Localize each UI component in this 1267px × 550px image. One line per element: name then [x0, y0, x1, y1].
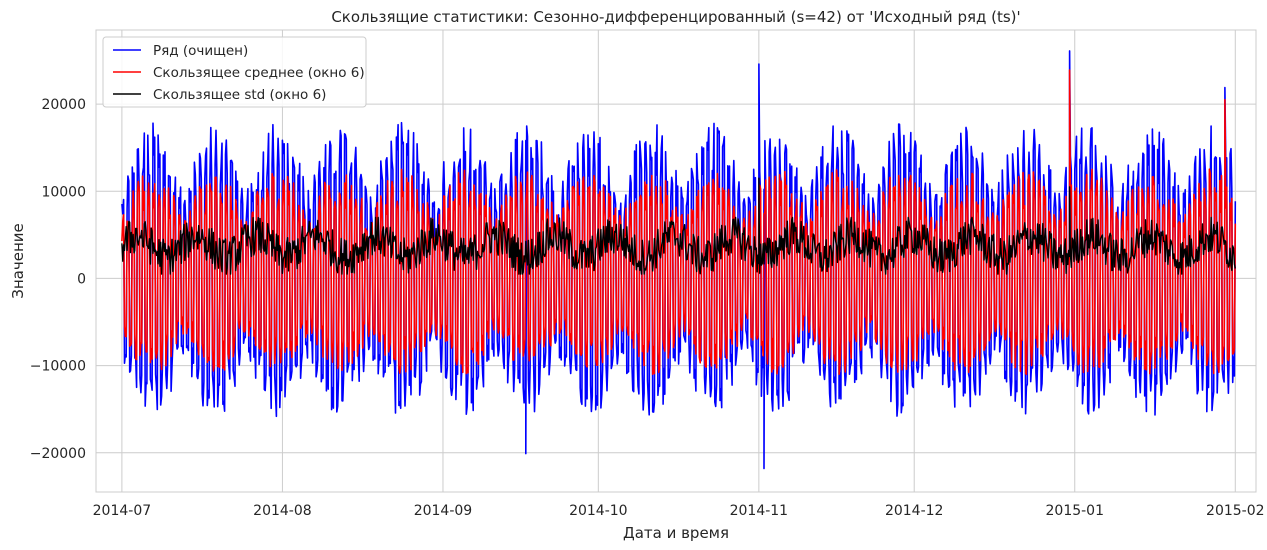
- chart-title: Скользящие статистики: Сезонно-дифференц…: [331, 8, 1020, 26]
- y-tick-label: −20000: [30, 446, 86, 462]
- legend: Ряд (очищен) Скользящее среднее (окно 6)…: [102, 36, 367, 108]
- y-tick-labels: −20000 −10000 0 10000 20000: [30, 97, 86, 462]
- x-tick-label: 2014-12: [885, 503, 944, 519]
- y-tick-label: 20000: [41, 97, 86, 113]
- x-tick-label: 2014-07: [93, 503, 152, 519]
- y-axis-title: Значение: [9, 223, 27, 299]
- series-layer: [121, 50, 1237, 470]
- x-tick-label: 2014-10: [569, 503, 628, 519]
- series-line-cleaned: [121, 50, 1237, 470]
- x-tick-label: 2015-01: [1046, 503, 1105, 519]
- x-tick-label: 2014-08: [253, 503, 312, 519]
- x-tick-label: 2014-11: [730, 503, 789, 519]
- series-line-rolling-mean: [121, 69, 1237, 376]
- y-tick-label: 0: [77, 271, 86, 287]
- x-axis-title: Дата и время: [623, 524, 729, 542]
- y-tick-label: −10000: [30, 359, 86, 375]
- legend-box: [102, 36, 367, 108]
- series-line-rolling-std: [121, 177, 1236, 275]
- y-tick-label: 10000: [41, 184, 86, 200]
- legend-label-rolling-std: Скользящее std (окно 6): [153, 87, 326, 103]
- x-tick-labels: 2014-07 2014-08 2014-09 2014-10 2014-11 2014-…: [93, 503, 1265, 519]
- legend-label-rolling-mean: Скользящее среднее (окно 6): [153, 65, 365, 81]
- legend-label-series: Ряд (очищен): [153, 43, 248, 59]
- x-tick-label: 2015-02: [1206, 503, 1265, 519]
- x-tick-label: 2014-09: [414, 503, 473, 519]
